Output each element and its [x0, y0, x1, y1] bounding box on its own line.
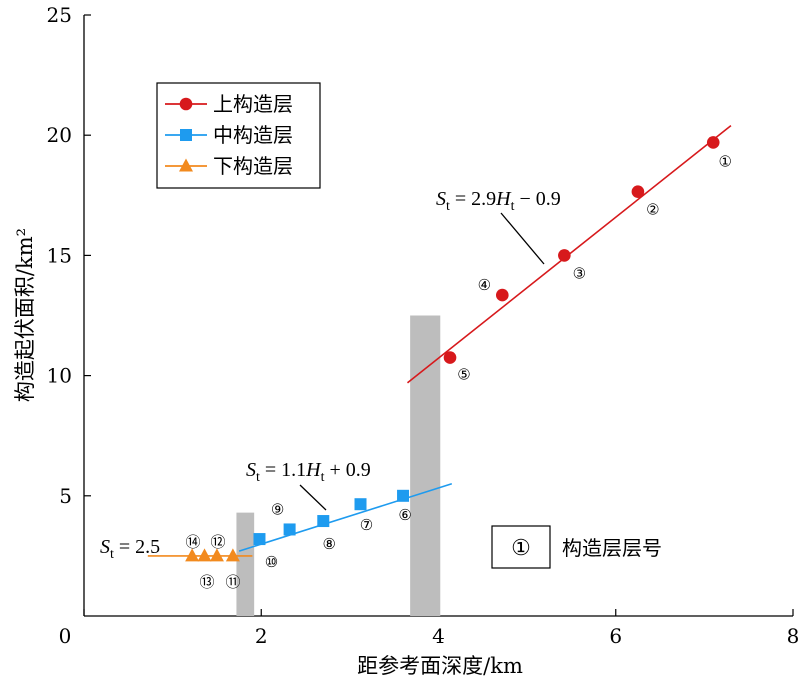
fit-equation: St = 2.9Ht − 0.9 — [436, 188, 561, 214]
x-tick-label: 0 — [59, 624, 72, 648]
y-tick-label: 25 — [47, 3, 72, 27]
data-markers — [185, 136, 720, 562]
y-axis-title: 构造起伏面积/km² — [13, 228, 37, 402]
data-point-triangle — [209, 548, 224, 562]
equation-part: t — [511, 199, 515, 214]
legend-label: 中构造层 — [213, 123, 293, 147]
data-point-square — [397, 489, 410, 502]
equation-part: = 2.5 — [114, 536, 160, 558]
data-point-circle — [496, 288, 509, 302]
point-number-label: ⑦ — [360, 516, 373, 534]
data-point-circle — [179, 97, 193, 111]
point-number-label: ④ — [478, 276, 491, 294]
equation-leader-line — [299, 484, 327, 511]
data-point-circle — [558, 249, 571, 262]
legend-label: 下构造层 — [213, 154, 293, 178]
equation-part: t — [321, 470, 325, 485]
x-axis-title: 距参考面深度/km — [357, 654, 523, 678]
y-tick-label: 10 — [47, 364, 72, 388]
point-number-label: ⑫ — [210, 533, 225, 551]
data-point-circle — [443, 351, 457, 364]
point-labels: ① ② ③ ④ ⑤ ⑥ ⑦ ⑧ ⑨ ⑩ ⑪ ⑫ ⑬ ⑭ — [185, 152, 731, 591]
y-tick-label: 15 — [47, 243, 72, 267]
data-point-square — [317, 515, 330, 528]
fit-line — [238, 483, 453, 552]
equation-leader-line — [500, 212, 545, 265]
data-point-square — [354, 498, 367, 511]
point-number-label: ⑨ — [271, 500, 284, 518]
equations: St = 2.9Ht − 0.9St = 1.1Ht + 0.9St = 2.5 — [100, 188, 561, 562]
equation-part: t — [110, 547, 114, 562]
data-point-triangle — [179, 158, 193, 172]
point-number-label: ⑭ — [185, 533, 200, 551]
data-point-triangle — [185, 548, 200, 562]
annotation-key-box — [491, 525, 551, 569]
x-tick-label: 2 — [255, 624, 268, 648]
equation-part: + 0.9 — [325, 459, 371, 481]
equation-part: = 1.1 — [260, 459, 306, 481]
axes: 0 2 4 6 8 5 10 15 20 25 — [47, 3, 800, 648]
point-number-label: ⑬ — [199, 573, 214, 591]
data-point-square — [180, 129, 192, 141]
data-point-square — [253, 533, 266, 546]
shaded-depth-bar — [410, 315, 441, 616]
equation-part: − 0.9 — [515, 188, 561, 210]
x-tick-label: 8 — [787, 624, 800, 648]
equation-part: H — [495, 188, 512, 210]
point-number-label: ③ — [573, 264, 586, 282]
data-point-triangle — [225, 548, 240, 562]
equation-part: t — [446, 199, 450, 214]
y-tick-label: 20 — [47, 123, 72, 147]
x-tick-label: 4 — [432, 624, 445, 648]
data-point-triangle — [197, 548, 212, 562]
x-tick-label: 6 — [609, 624, 622, 648]
data-point-circle — [631, 185, 645, 198]
y-tick-label: 5 — [59, 484, 72, 508]
shaded-bars — [236, 315, 441, 616]
point-number-label: ⑩ — [265, 553, 278, 571]
equation-part: S — [100, 536, 110, 558]
fit-equation: St = 2.5 — [100, 536, 160, 562]
equation-part: t — [256, 470, 260, 485]
equation-part: S — [436, 188, 446, 210]
point-number-label: ② — [646, 201, 659, 219]
point-number-label: ⑪ — [225, 573, 240, 591]
point-number-label: ⑥ — [398, 506, 411, 524]
data-point-square — [283, 523, 296, 536]
shaded-depth-bar — [236, 512, 255, 616]
annotation-key-text: 构造层层号 — [562, 536, 662, 560]
annotation-key: ① 构造层层号 — [491, 525, 662, 569]
legend-label: 上构造层 — [213, 92, 293, 116]
point-number-label: ① — [719, 152, 732, 170]
fit-equation: St = 1.1Ht + 0.9 — [246, 459, 371, 485]
data-point-circle — [706, 136, 720, 149]
point-number-label: ⑤ — [457, 366, 470, 384]
equation-part: S — [246, 459, 256, 481]
equation-part: H — [305, 459, 322, 481]
annotation-key-symbol: ① — [511, 536, 531, 561]
equation-part: = 2.9 — [450, 188, 496, 210]
point-number-label: ⑧ — [323, 535, 336, 553]
